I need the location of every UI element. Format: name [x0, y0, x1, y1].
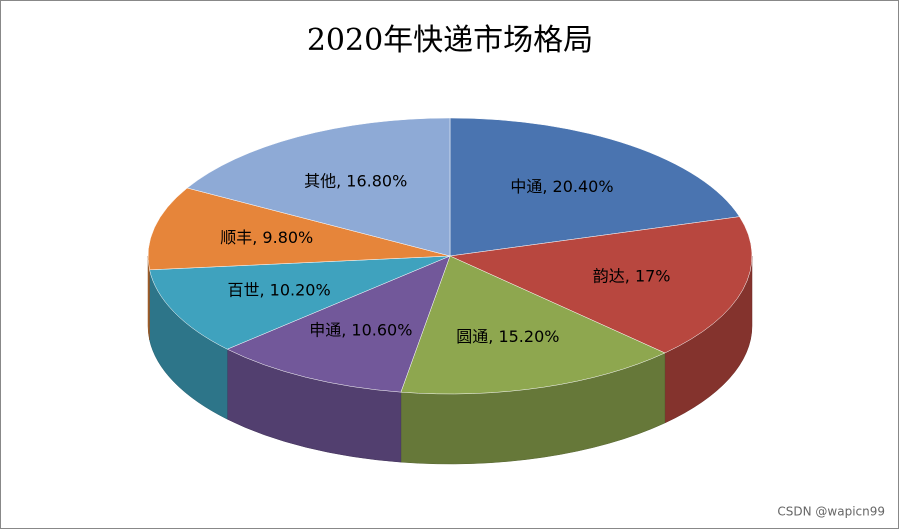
data-label: 申通, 10.60%: [309, 321, 412, 340]
data-label: 其他, 16.80%: [304, 172, 407, 191]
pie-slice: [449, 216, 753, 354]
chart-title: 2020年快递市场格局: [307, 23, 593, 58]
data-label: 百世, 10.20%: [228, 280, 331, 299]
data-label: 韵达, 17%: [593, 266, 671, 285]
data-label: 中通, 20.40%: [510, 177, 613, 196]
pie-slice: [400, 255, 666, 395]
data-label: 圆通, 15.20%: [456, 327, 559, 346]
pie-slice: [149, 255, 451, 350]
pie-slice: [186, 117, 451, 257]
pie-slice: [226, 255, 451, 393]
data-label: 顺丰, 9.80%: [220, 228, 313, 247]
pie-slice: [147, 187, 451, 271]
pie-slice: [449, 117, 740, 257]
watermark: CSDN @wapicn99: [777, 505, 885, 519]
